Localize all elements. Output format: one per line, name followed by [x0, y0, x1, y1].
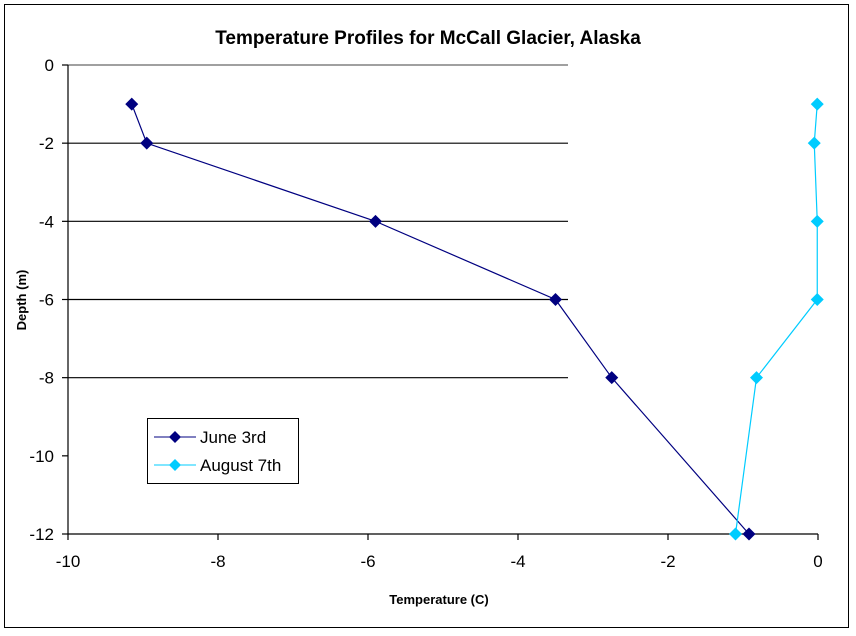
chart-frame — [4, 4, 849, 628]
data-point-marker — [810, 97, 824, 111]
x-tick-label: 0 — [813, 552, 822, 571]
x-tick-label: -4 — [510, 552, 525, 571]
legend-label-august: August 7th — [200, 456, 282, 475]
x-axis-label: Temperature (C) — [389, 592, 488, 607]
series-line — [734, 104, 818, 535]
y-axis-label: Depth (m) — [14, 270, 29, 331]
legend-item-august: August 7th — [148, 453, 298, 479]
data-point-marker — [125, 97, 139, 111]
data-point-marker — [140, 136, 154, 150]
y-tick-label: -2 — [39, 134, 54, 153]
y-tick-label: -8 — [39, 369, 54, 388]
legend: June 3rd August 7th — [147, 418, 299, 484]
x-tick-label: -6 — [360, 552, 375, 571]
series-1 — [729, 97, 824, 541]
legend-marker-june — [154, 431, 196, 443]
legend-marker-august — [154, 459, 196, 471]
gridlines — [68, 64, 568, 379]
x-tick-label: -8 — [210, 552, 225, 571]
x-tick-label: -2 — [660, 552, 675, 571]
data-point-marker — [605, 371, 619, 385]
data-point-marker — [549, 293, 562, 306]
data-point-marker — [729, 527, 742, 541]
x-tick-label: -10 — [56, 552, 81, 571]
y-tick-labels: 0 -2 -4 -6 -8 -10 -12 — [29, 56, 54, 544]
y-tick-label: 0 — [45, 56, 54, 75]
series-line — [131, 103, 750, 535]
y-tick-label: -6 — [39, 291, 54, 310]
series-group — [125, 97, 824, 541]
legend-item-june: June 3rd — [148, 425, 298, 451]
axes — [62, 64, 819, 540]
y-tick-label: -4 — [39, 212, 54, 231]
legend-label-june: June 3rd — [200, 428, 267, 447]
data-point-marker — [369, 214, 382, 228]
series-0 — [125, 97, 756, 541]
x-tick-labels: -10 -8 -6 -4 -2 0 — [56, 552, 823, 571]
data-point-marker — [742, 527, 756, 541]
data-point-marker — [807, 136, 821, 150]
y-tick-label: -12 — [29, 525, 54, 544]
y-tick-label: -10 — [29, 447, 54, 466]
data-point-marker — [810, 214, 824, 228]
chart-title: Temperature Profiles for McCall Glacier,… — [215, 28, 641, 49]
data-point-marker — [810, 293, 824, 306]
data-point-marker — [750, 371, 763, 385]
